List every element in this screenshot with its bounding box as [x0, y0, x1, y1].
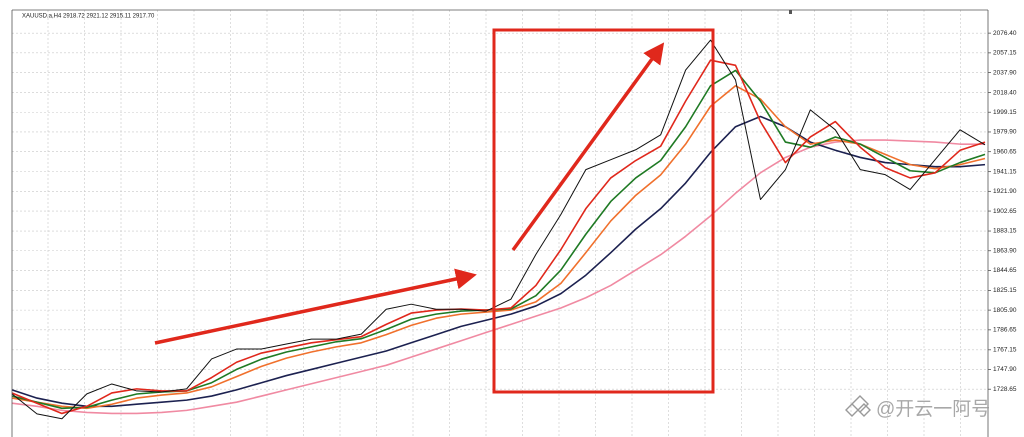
y-tick-label: 2018.40 — [993, 89, 1017, 96]
chart-title: XAUUSD.a,H4 2918.72 2921.12 2915.11 2917… — [22, 14, 155, 20]
watermark-text: @开云一阿号 — [876, 398, 990, 420]
y-tick-label: 1805.90 — [993, 307, 1017, 314]
price-line — [11, 39, 986, 420]
watermark: @开云一阿号 — [845, 395, 990, 420]
y-tick-label: 1960.65 — [993, 148, 1017, 155]
y-tick-label: 2057.15 — [993, 50, 1017, 57]
y-tick-label: 1999.15 — [993, 109, 1017, 116]
y-tick-label: 1902.65 — [993, 208, 1017, 215]
y-tick-label: 2037.90 — [993, 69, 1017, 76]
arrow — [511, 42, 665, 252]
y-tick-label: 1863.90 — [993, 247, 1017, 254]
moving-average-line — [11, 59, 986, 415]
arrow — [154, 268, 477, 345]
highlight-box — [492, 28, 715, 394]
y-tick-label: 1921.90 — [993, 188, 1017, 195]
y-tick-label: 1844.65 — [993, 267, 1017, 274]
y-tick-label: 1825.15 — [993, 287, 1017, 294]
y-tick-label: 1979.90 — [993, 129, 1017, 136]
y-tick-label: 1747.90 — [993, 366, 1017, 373]
watermark-icon — [845, 395, 871, 417]
y-tick-label: 1786.65 — [993, 327, 1017, 334]
y-tick-label: 1883.15 — [993, 228, 1017, 235]
marker — [789, 10, 792, 14]
plot — [11, 39, 986, 420]
y-tick-label: 1728.65 — [993, 386, 1017, 393]
moving-average-line — [11, 139, 985, 415]
moving-average-line — [11, 115, 986, 408]
y-tick-label: 2076.40 — [993, 30, 1017, 37]
y-tick-label: 1941.15 — [993, 168, 1017, 175]
y-tick-label: 1767.15 — [993, 347, 1017, 354]
grid — [12, 10, 988, 437]
